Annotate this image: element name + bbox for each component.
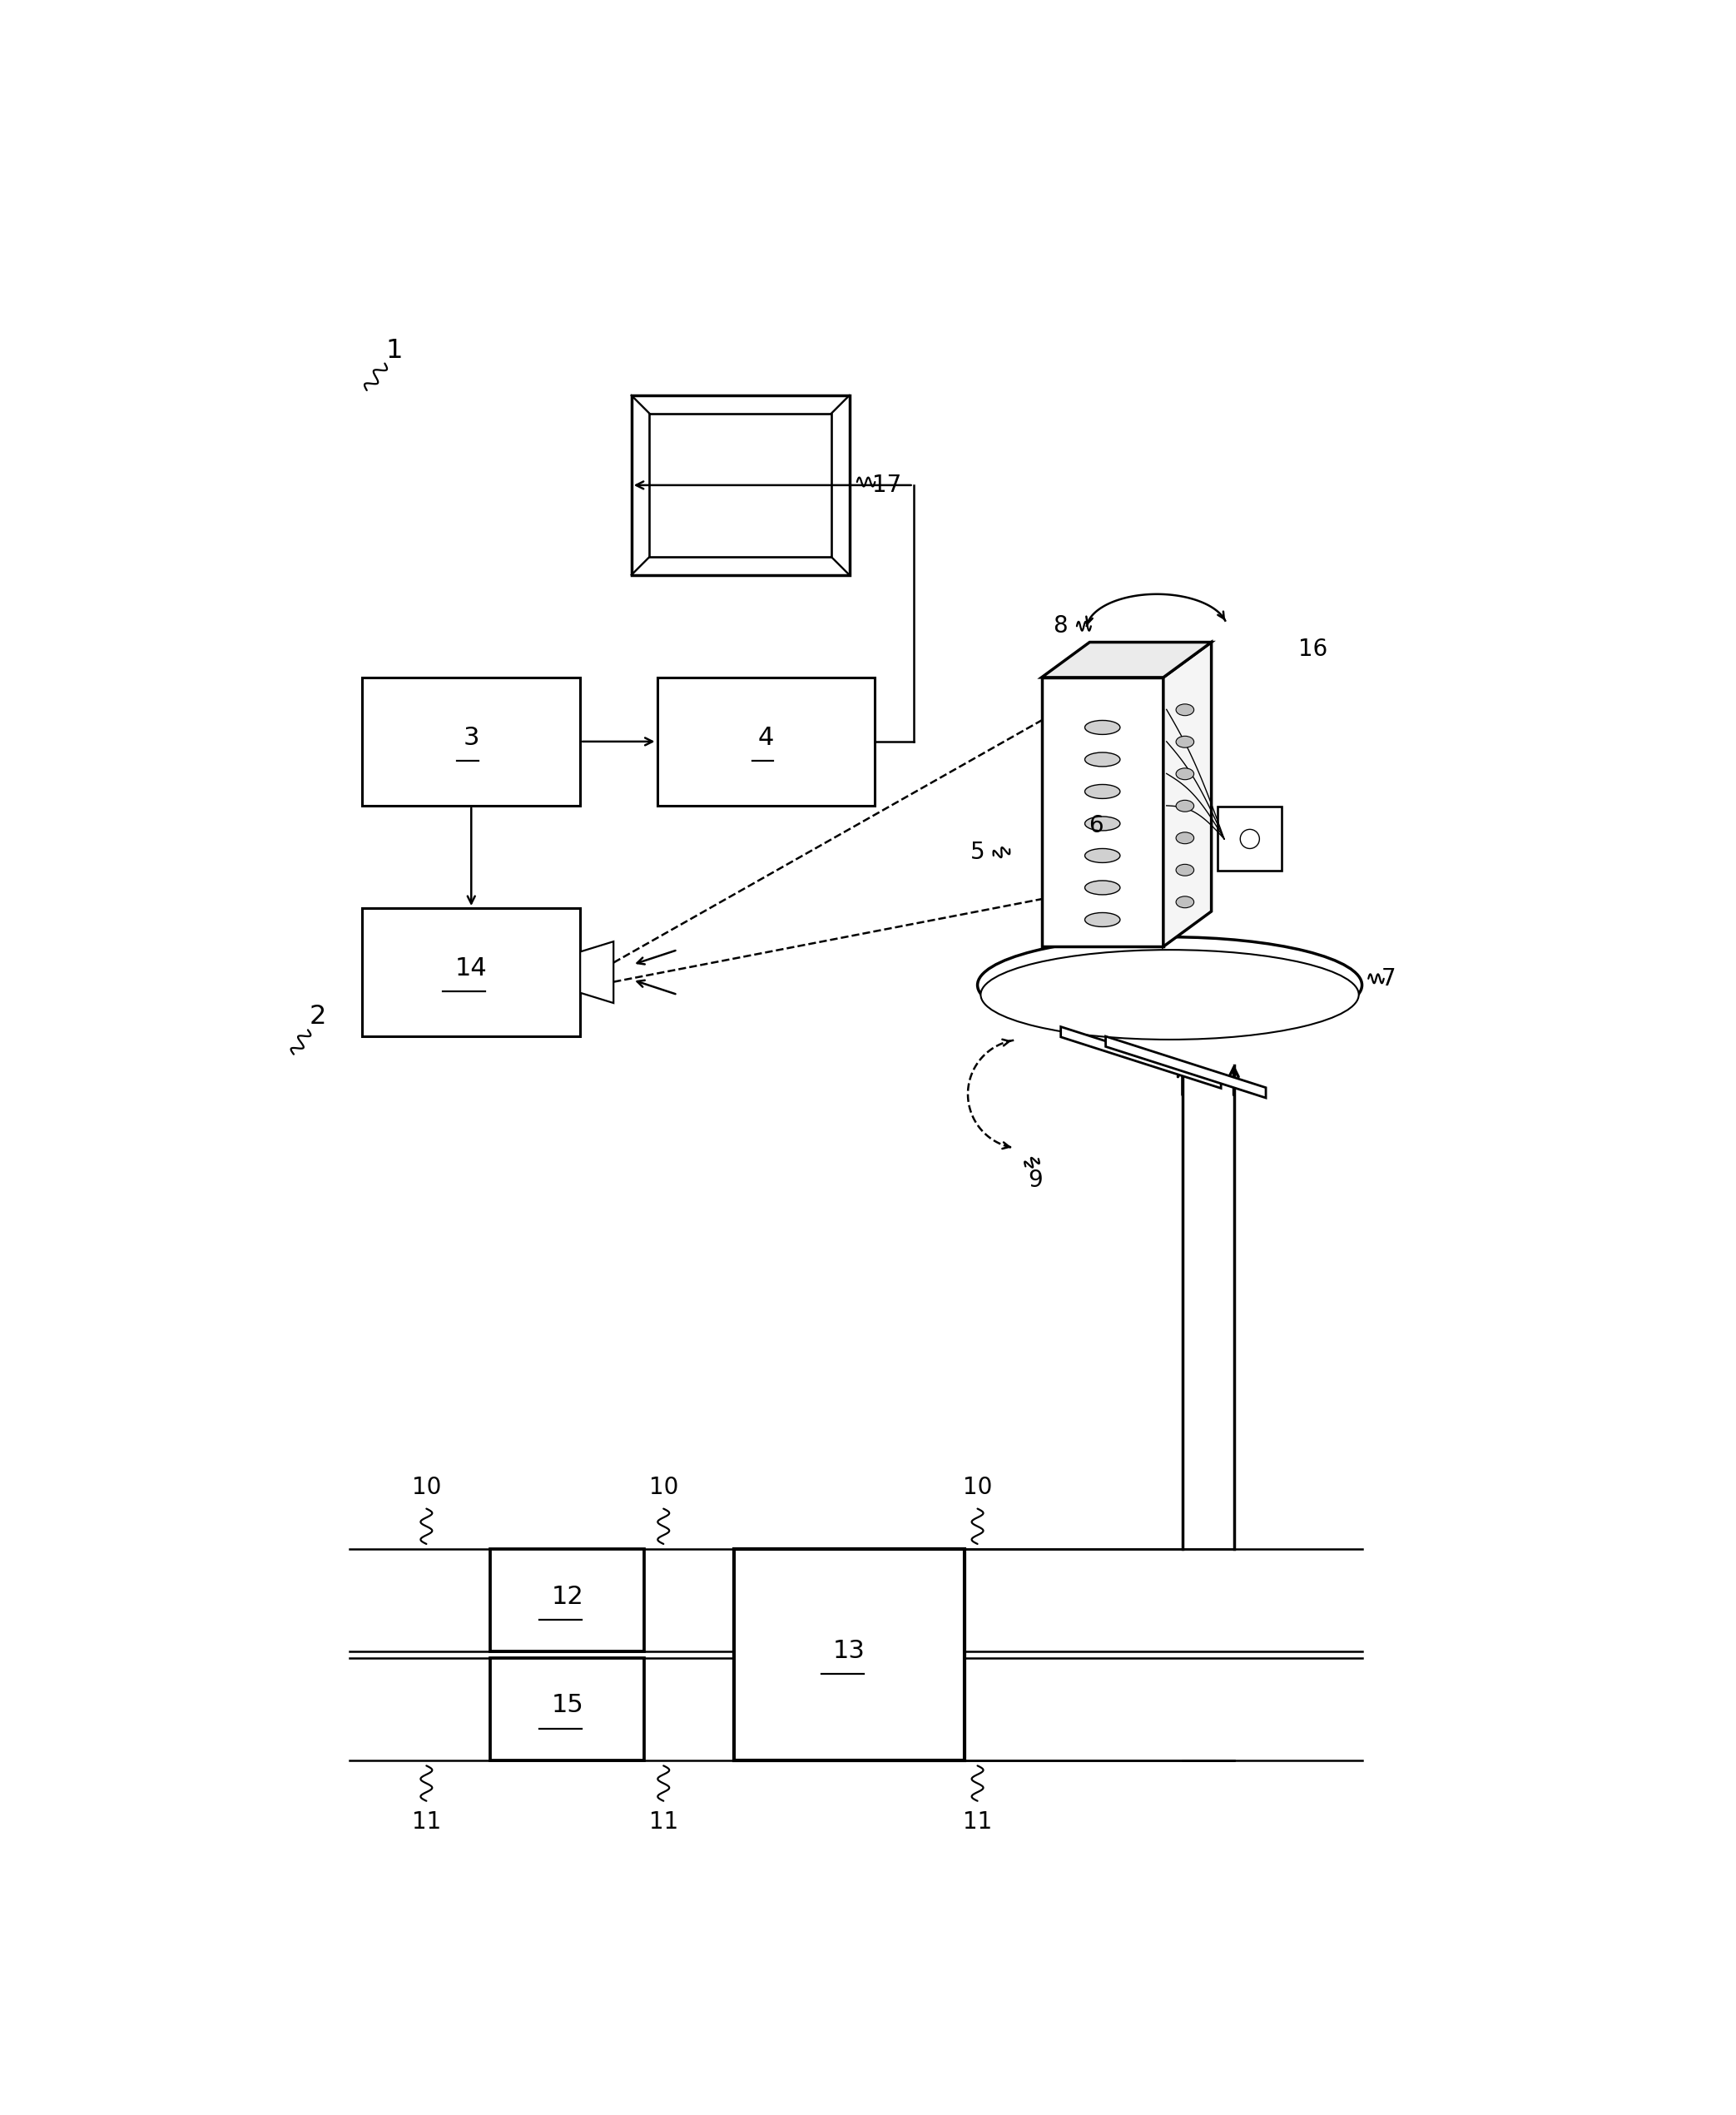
- Ellipse shape: [977, 937, 1363, 1032]
- Ellipse shape: [1085, 880, 1120, 895]
- Text: 15: 15: [552, 1694, 583, 1717]
- Ellipse shape: [1175, 865, 1194, 876]
- Text: 10: 10: [649, 1476, 679, 1500]
- Polygon shape: [1106, 1036, 1266, 1098]
- Bar: [649, 412, 832, 556]
- Bar: [363, 907, 580, 1036]
- Ellipse shape: [1175, 736, 1194, 747]
- Bar: [734, 1548, 965, 1760]
- Text: 13: 13: [833, 1639, 866, 1662]
- Bar: [1217, 808, 1281, 871]
- Polygon shape: [580, 941, 613, 1003]
- Text: 10: 10: [411, 1476, 441, 1500]
- Text: 4: 4: [759, 725, 774, 749]
- Bar: [1042, 677, 1163, 948]
- Text: 10: 10: [963, 1476, 993, 1500]
- Text: 14: 14: [455, 956, 488, 981]
- Bar: [491, 1658, 644, 1760]
- Bar: [632, 396, 849, 575]
- Ellipse shape: [981, 950, 1359, 1041]
- Ellipse shape: [1085, 753, 1120, 766]
- Polygon shape: [1061, 1026, 1220, 1089]
- Text: 11: 11: [411, 1810, 441, 1834]
- Text: 6: 6: [1088, 814, 1104, 838]
- Text: 16: 16: [1299, 637, 1328, 660]
- Polygon shape: [1163, 643, 1212, 948]
- Text: 17: 17: [871, 474, 901, 497]
- Ellipse shape: [1085, 848, 1120, 863]
- Ellipse shape: [1175, 768, 1194, 780]
- Text: 11: 11: [649, 1810, 679, 1834]
- Bar: [658, 677, 875, 806]
- Text: 7: 7: [1382, 967, 1396, 990]
- Ellipse shape: [1175, 704, 1194, 715]
- Ellipse shape: [1085, 721, 1120, 734]
- Text: 3: 3: [464, 725, 479, 749]
- Text: 9: 9: [1028, 1170, 1043, 1193]
- Ellipse shape: [1175, 799, 1194, 812]
- Text: 2: 2: [309, 1005, 326, 1030]
- Ellipse shape: [1175, 831, 1194, 844]
- Ellipse shape: [1085, 816, 1120, 831]
- Text: 1: 1: [385, 338, 403, 364]
- Polygon shape: [1042, 643, 1212, 677]
- Bar: [491, 1548, 644, 1652]
- Ellipse shape: [1175, 897, 1194, 907]
- Text: 11: 11: [963, 1810, 993, 1834]
- Ellipse shape: [1085, 785, 1120, 799]
- Ellipse shape: [1085, 914, 1120, 926]
- Circle shape: [1240, 829, 1259, 848]
- Bar: [363, 677, 580, 806]
- Text: 12: 12: [552, 1584, 583, 1610]
- Text: 5: 5: [970, 842, 984, 865]
- Text: 8: 8: [1052, 615, 1068, 639]
